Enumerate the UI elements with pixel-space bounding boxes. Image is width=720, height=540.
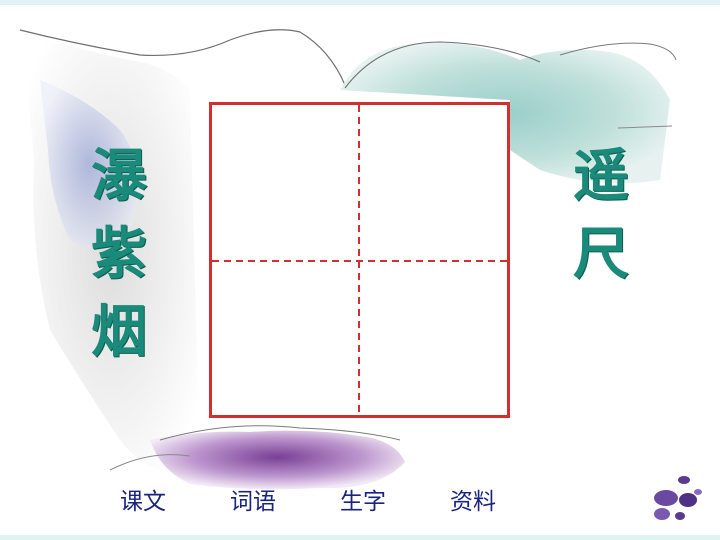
writing-grid-lines	[209, 102, 510, 418]
right-character: 遥	[573, 144, 629, 209]
bottom-navigation: 课文 词语 生字 资料	[120, 484, 560, 520]
left-character: 紫	[91, 222, 147, 287]
purple-blob-icon	[654, 476, 702, 520]
top-frame-strip	[0, 0, 720, 5]
nav-link-materials[interactable]: 资料	[450, 489, 496, 515]
right-character: 尺	[573, 222, 629, 287]
nav-link-vocabulary[interactable]: 词语	[230, 489, 276, 515]
nav-link-new-characters[interactable]: 生字	[340, 489, 386, 515]
left-character: 烟	[91, 300, 147, 365]
grid-border	[209, 102, 510, 418]
nav-link-text[interactable]: 课文	[120, 489, 166, 515]
writing-grid	[209, 102, 510, 418]
left-character: 瀑	[91, 144, 147, 209]
bottom-frame-strip	[0, 535, 720, 540]
right-character-column: 遥 尺	[568, 138, 634, 294]
left-character-column: 瀑 紫 烟	[86, 138, 152, 372]
